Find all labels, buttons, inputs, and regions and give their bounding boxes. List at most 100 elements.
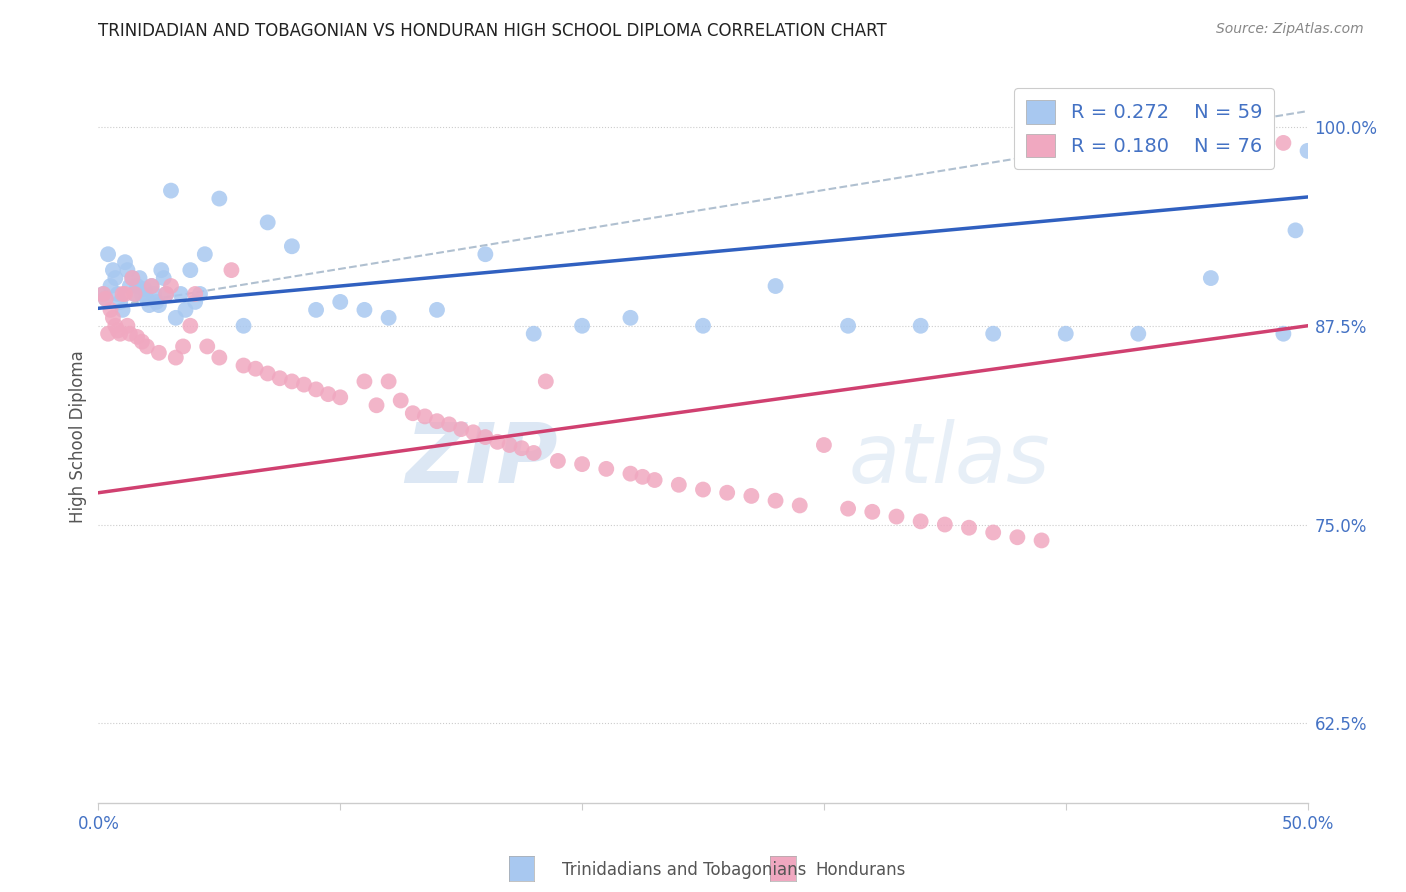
Point (523, 326, 546, 341)
Point (1128, 326, 1150, 341)
Point (269, 371, 291, 385)
Point (111, 287, 134, 301)
Point (108, 326, 131, 341)
Point (366, 398, 388, 412)
Text: ZIP: ZIP (405, 418, 558, 500)
Point (117, 318, 139, 333)
Point (981, 326, 1004, 341)
Point (498, 438, 520, 452)
Point (114, 287, 136, 301)
Point (910, 318, 932, 333)
Point (127, 279, 149, 293)
Point (595, 462, 617, 476)
Point (232, 318, 254, 333)
Point (174, 302, 197, 317)
Point (148, 346, 170, 360)
Point (450, 422, 472, 436)
Point (160, 184, 183, 198)
Point (97, 247, 120, 261)
Point (135, 339, 157, 353)
Point (179, 263, 201, 277)
Point (160, 279, 183, 293)
Point (141, 279, 163, 293)
Text: TRINIDADIAN AND TOBAGONIAN VS HONDURAN HIGH SCHOOL DIPLOMA CORRELATION CHART: TRINIDADIAN AND TOBAGONIAN VS HONDURAN H… (98, 22, 887, 40)
Point (256, 367, 278, 381)
Point (155, 287, 177, 301)
Point (138, 298, 160, 312)
Point (1007, 530, 1029, 544)
Point (100, 302, 122, 317)
Point (957, 521, 980, 535)
Point (523, 446, 546, 460)
Point (101, 310, 124, 325)
Point (107, 287, 129, 301)
Point (619, 467, 641, 481)
Point (281, 375, 304, 389)
Point (150, 263, 173, 277)
Point (221, 263, 243, 277)
Point (256, 215, 278, 229)
Point (1031, 533, 1053, 548)
Point (305, 383, 328, 397)
Point (118, 326, 141, 341)
Y-axis label: High School Diploma: High School Diploma (69, 351, 87, 524)
Point (765, 279, 787, 293)
Point (1054, 326, 1077, 341)
Point (114, 255, 136, 269)
Point (474, 430, 496, 444)
Point (389, 393, 412, 408)
Point (631, 470, 654, 484)
Point (208, 192, 231, 206)
Point (886, 509, 908, 524)
Point (108, 294, 131, 309)
Point (179, 318, 201, 333)
Point (135, 292, 157, 306)
Text: Trinidadians and Tobagonians: Trinidadians and Tobagonians (562, 861, 807, 879)
Point (740, 489, 762, 503)
Point (184, 294, 207, 309)
Point (111, 302, 134, 317)
Point (402, 406, 425, 420)
Point (148, 298, 170, 312)
Point (121, 271, 143, 285)
Point (860, 505, 883, 519)
Point (131, 334, 153, 349)
Point (1272, 326, 1295, 341)
Point (692, 483, 714, 497)
Point (118, 279, 141, 293)
Point (91, 287, 114, 301)
Point (165, 351, 187, 365)
Point (353, 302, 375, 317)
Point (155, 287, 177, 301)
Point (94, 292, 117, 306)
Point (195, 339, 218, 353)
Point (486, 434, 509, 449)
Point (571, 318, 593, 333)
Point (353, 375, 375, 389)
Point (124, 287, 146, 301)
Point (172, 339, 194, 353)
Point (789, 499, 811, 513)
Point (184, 287, 207, 301)
Point (143, 287, 166, 301)
Point (188, 287, 211, 301)
Point (463, 425, 485, 440)
Point (169, 287, 191, 301)
Point (97, 326, 120, 341)
Legend: R = 0.272    N = 59, R = 0.180    N = 76: R = 0.272 N = 59, R = 0.180 N = 76 (1014, 88, 1274, 169)
Point (413, 409, 436, 424)
Point (716, 485, 738, 500)
Point (474, 247, 496, 261)
Point (426, 302, 449, 317)
Point (152, 271, 174, 285)
Point (765, 493, 787, 508)
Point (145, 294, 167, 309)
Point (107, 324, 129, 338)
Point (981, 525, 1004, 540)
Point (668, 477, 690, 491)
Point (141, 279, 163, 293)
Point (281, 239, 304, 253)
Point (1272, 136, 1295, 150)
Point (837, 501, 859, 516)
Point (329, 390, 352, 404)
